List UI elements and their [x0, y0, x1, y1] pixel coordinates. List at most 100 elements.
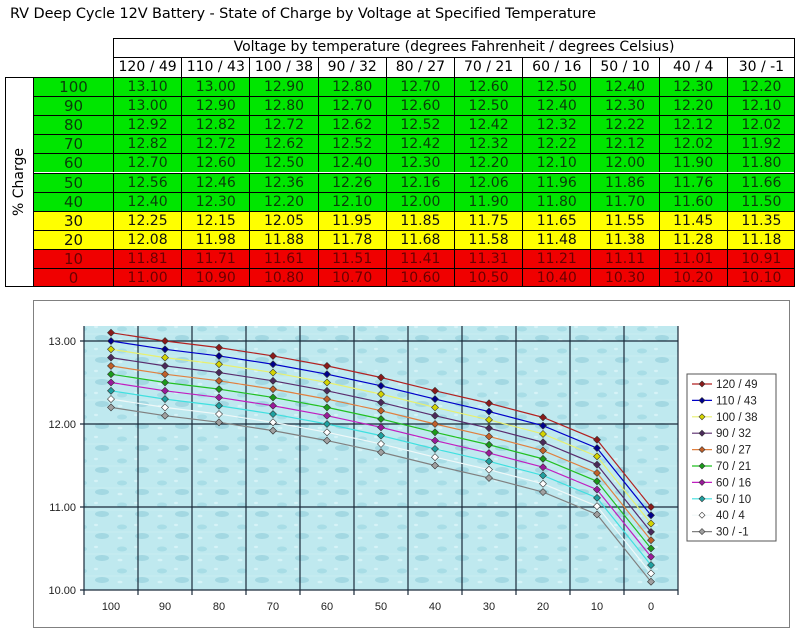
voltage-cell: 12.30: [590, 96, 659, 116]
data-point-marker: [161, 337, 169, 345]
data-point-marker: [431, 386, 439, 395]
voltage-cell: 12.50: [249, 153, 318, 173]
voltage-cell: 11.70: [590, 191, 659, 211]
voltage-cell: 12.82: [113, 134, 182, 154]
table-row: 90 13.00 12.90 12.80 12.70 12.60 12.50 12.40 12.…: [33, 96, 795, 116]
voltage-cell: 12.60: [181, 153, 250, 173]
voltage-cell: 12.15: [181, 210, 250, 230]
data-point-marker: [107, 337, 115, 345]
voltage-cell: 11.45: [658, 210, 727, 230]
voltage-cell: 11.88: [249, 229, 318, 249]
voltage-cell: 12.92: [113, 115, 182, 135]
data-point-marker: [539, 430, 547, 438]
voltage-cell: 12.10: [726, 96, 795, 116]
data-point-marker: [431, 420, 439, 428]
data-point-marker: [647, 519, 655, 528]
data-point-marker: [323, 403, 331, 412]
data-point-marker: [485, 457, 493, 466]
data-point-marker: [161, 403, 169, 412]
data-point-marker: [107, 361, 115, 370]
charge-percent-cell: 60: [33, 153, 113, 173]
data-point-marker: [107, 328, 115, 337]
voltage-cell: 12.62: [317, 115, 386, 135]
column-header: 40 / 4: [658, 57, 727, 77]
voltage-cell: 10.30: [590, 268, 659, 287]
voltage-cell: 12.08: [113, 229, 182, 249]
legend-marker-icon: [698, 429, 706, 437]
data-point-marker: [323, 378, 331, 387]
voltage-cell: 12.52: [385, 115, 454, 135]
data-point-marker: [377, 373, 385, 382]
data-point-marker: [107, 353, 115, 362]
voltage-cell: 12.72: [249, 115, 318, 135]
data-point-marker: [377, 431, 385, 440]
voltage-cell: 12.10: [522, 153, 591, 173]
data-point-marker: [215, 376, 223, 385]
data-point-marker: [485, 449, 493, 457]
voltage-cell: 11.66: [726, 172, 795, 192]
data-point-marker: [431, 411, 439, 420]
voltage-cell: 13.00: [181, 77, 250, 96]
data-point-marker: [431, 428, 439, 437]
voltage-cell: 12.52: [317, 134, 386, 154]
voltage-cell: 11.50: [726, 191, 795, 211]
legend-entry: 60 / 16: [716, 477, 751, 489]
charge-percent-cell: 10: [33, 248, 113, 268]
voltage-cell: 10.20: [658, 268, 727, 287]
voltage-cell: 10.50: [454, 268, 523, 287]
voltage-cell: 12.70: [113, 153, 182, 173]
data-point-marker: [323, 411, 331, 420]
data-point-marker: [431, 444, 439, 453]
plot-area: [84, 326, 678, 590]
legend-entry: 70 / 21: [716, 461, 751, 473]
x-tick-label: 60: [321, 601, 333, 613]
voltage-cell: 12.20: [454, 153, 523, 173]
y-tick-label: 13.00: [48, 336, 76, 348]
voltage-cell: 12.30: [181, 191, 250, 211]
voltage-cell: 12.20: [249, 191, 318, 211]
data-point-marker: [215, 360, 223, 369]
voltage-cell: 11.90: [658, 153, 727, 173]
data-point-marker: [269, 410, 277, 418]
data-point-marker: [269, 393, 277, 402]
data-point-marker: [323, 386, 331, 395]
data-point-marker: [161, 378, 169, 387]
column-header: 60 / 16: [522, 57, 591, 77]
voltage-cell: 11.90: [454, 191, 523, 211]
data-point-marker: [647, 569, 655, 578]
voltage-cell: 12.90: [181, 96, 250, 116]
legend-entry: 40 / 4: [716, 510, 745, 522]
voltage-cell: 13.10: [113, 77, 182, 96]
charge-percent-cell: 20: [33, 229, 113, 249]
data-point-marker: [431, 395, 439, 404]
y-tick-label: 10.00: [48, 585, 76, 597]
data-point-marker: [215, 352, 223, 360]
voltage-cell: 11.96: [522, 172, 591, 192]
voltage-cell: 11.55: [590, 210, 659, 230]
data-point-marker: [593, 510, 601, 519]
data-point-marker: [215, 401, 223, 410]
legend-marker-icon: [698, 446, 706, 454]
data-point-marker: [593, 460, 601, 469]
data-point-marker: [215, 343, 223, 352]
voltage-cell: 11.31: [454, 248, 523, 268]
voltage-cell: 13.00: [113, 96, 182, 116]
data-point-marker: [539, 454, 547, 463]
data-point-marker: [485, 432, 493, 441]
data-point-marker: [377, 439, 385, 448]
data-point-marker: [647, 561, 655, 570]
voltage-cell: 12.25: [113, 210, 182, 230]
legend-marker-icon: [698, 380, 706, 388]
voltage-cell: 11.01: [658, 248, 727, 268]
chart-panel: 13.00 12.00 11.00 10.00 100 90 80 70 60 50 40 30 20 1…: [33, 300, 790, 628]
voltage-cell: 12.06: [454, 172, 523, 192]
voltage-cell: 12.16: [385, 172, 454, 192]
data-point-marker: [593, 477, 601, 486]
data-point-marker: [269, 418, 277, 427]
data-point-marker: [269, 385, 277, 394]
data-point-marker: [107, 386, 115, 395]
charge-percent-cell: 0: [33, 268, 113, 287]
data-point-marker: [377, 423, 385, 432]
table-group-header: Voltage by temperature (degrees Fahrenhe…: [113, 38, 795, 57]
data-point-marker: [269, 376, 277, 385]
